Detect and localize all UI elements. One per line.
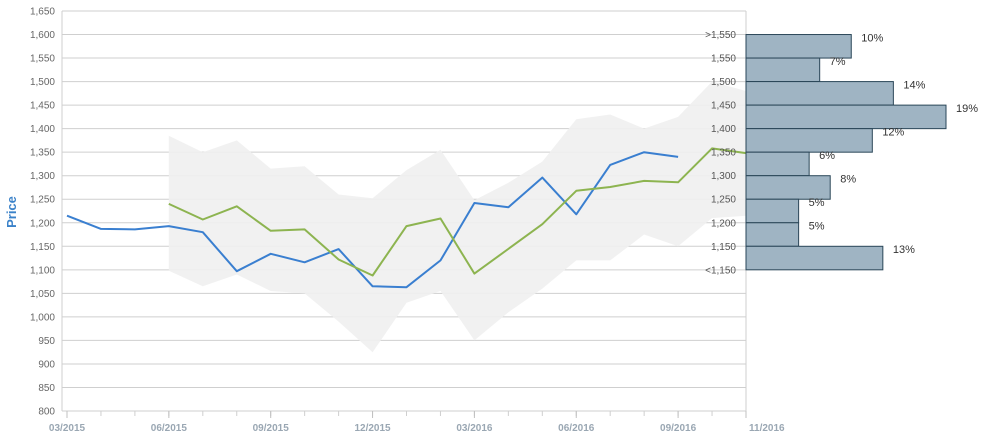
histogram-bin-label: 1,450 xyxy=(711,101,736,112)
y-tick-label: 1,150 xyxy=(30,242,55,253)
histogram-bar xyxy=(745,151,810,177)
series-layer xyxy=(66,142,750,289)
axis-layer: Price 800 850 900 950 1,000 1,050 1,100 1,150 1,… xyxy=(4,7,785,435)
x-tick-label: 06/2016 xyxy=(558,423,595,434)
histogram-pct-label: 19% xyxy=(956,103,978,115)
histogram-bin-label: 1,200 xyxy=(711,218,736,229)
histogram-bar xyxy=(745,198,800,224)
y-axis-label: Price xyxy=(4,196,19,228)
forecast-band xyxy=(168,81,747,353)
y-tick-label: 1,200 xyxy=(30,218,55,229)
y-tick-label: 1,350 xyxy=(30,148,55,159)
y-tick-label: 850 xyxy=(38,383,55,394)
x-tick-label: 12/2015 xyxy=(354,423,391,434)
y-tick-label: 900 xyxy=(38,359,55,370)
histogram-bar xyxy=(745,104,947,130)
histogram-bar xyxy=(745,128,873,153)
histogram-bin-label: 1,550 xyxy=(711,54,736,65)
x-tick-label: 06/2015 xyxy=(151,423,188,434)
histogram-bin-label: 1,300 xyxy=(711,171,736,182)
y-tick-label: 1,050 xyxy=(30,289,55,300)
y-tick-label: 950 xyxy=(38,336,55,347)
histogram-bin-label: 1,350 xyxy=(711,148,736,159)
x-tick-label: 09/2015 xyxy=(253,423,290,434)
histogram-bar xyxy=(745,245,884,271)
histogram-bin-label: 1,250 xyxy=(711,195,736,206)
series-line-1 xyxy=(66,151,679,289)
histogram-pct-label: 5% xyxy=(809,197,825,209)
histogram-pct-label: 14% xyxy=(903,79,925,91)
histogram-bin-label: >1,550 xyxy=(705,30,736,41)
histogram-pct-label: 8% xyxy=(840,173,856,185)
histogram-layer: >1,550 10% 1,550 7% 1,500 14% 1,450 19% 1,400 12%… xyxy=(705,30,978,276)
y-tick-label: 1,250 xyxy=(30,195,55,206)
histogram-bin-label: 1,400 xyxy=(711,124,736,135)
y-tick-label: 1,650 xyxy=(30,7,55,18)
y-tick-label: 800 xyxy=(38,407,55,418)
histogram-bin-label: 1,150 xyxy=(711,242,736,253)
histogram-bar xyxy=(745,57,821,83)
y-tick-label: 1,450 xyxy=(30,101,55,112)
histogram-pct-label: 5% xyxy=(809,221,825,233)
y-tick-label: 1,600 xyxy=(30,30,55,41)
histogram-pct-label: 13% xyxy=(893,244,915,256)
x-tick-label: 09/2016 xyxy=(660,423,697,434)
histogram-bin-label: 1,500 xyxy=(711,77,736,88)
histogram-pct-label: 7% xyxy=(830,56,846,68)
histogram-pct-label: 12% xyxy=(882,126,904,138)
series-line-2 xyxy=(168,142,750,277)
y-tick-label: 1,500 xyxy=(30,77,55,88)
y-tick-label: 1,300 xyxy=(30,171,55,182)
histogram-bottom-label: <1,150 xyxy=(705,265,736,276)
x-tick-label: 03/2015 xyxy=(49,423,86,434)
histogram-bar xyxy=(745,34,852,59)
histogram-bar xyxy=(745,81,894,106)
x-tick-label: 11/2016 xyxy=(749,423,785,434)
histogram-pct-label: 6% xyxy=(819,150,835,162)
y-tick-label: 1,000 xyxy=(30,312,55,323)
y-tick-label: 1,400 xyxy=(30,124,55,135)
forecast-band-layer xyxy=(168,81,747,353)
histogram-bar xyxy=(745,175,831,200)
x-tick-label: 03/2016 xyxy=(456,423,493,434)
histogram-bar xyxy=(745,222,800,247)
y-tick-label: 1,100 xyxy=(30,265,55,276)
y-tick-label: 1,550 xyxy=(30,54,55,65)
histogram-pct-label: 10% xyxy=(861,32,883,44)
